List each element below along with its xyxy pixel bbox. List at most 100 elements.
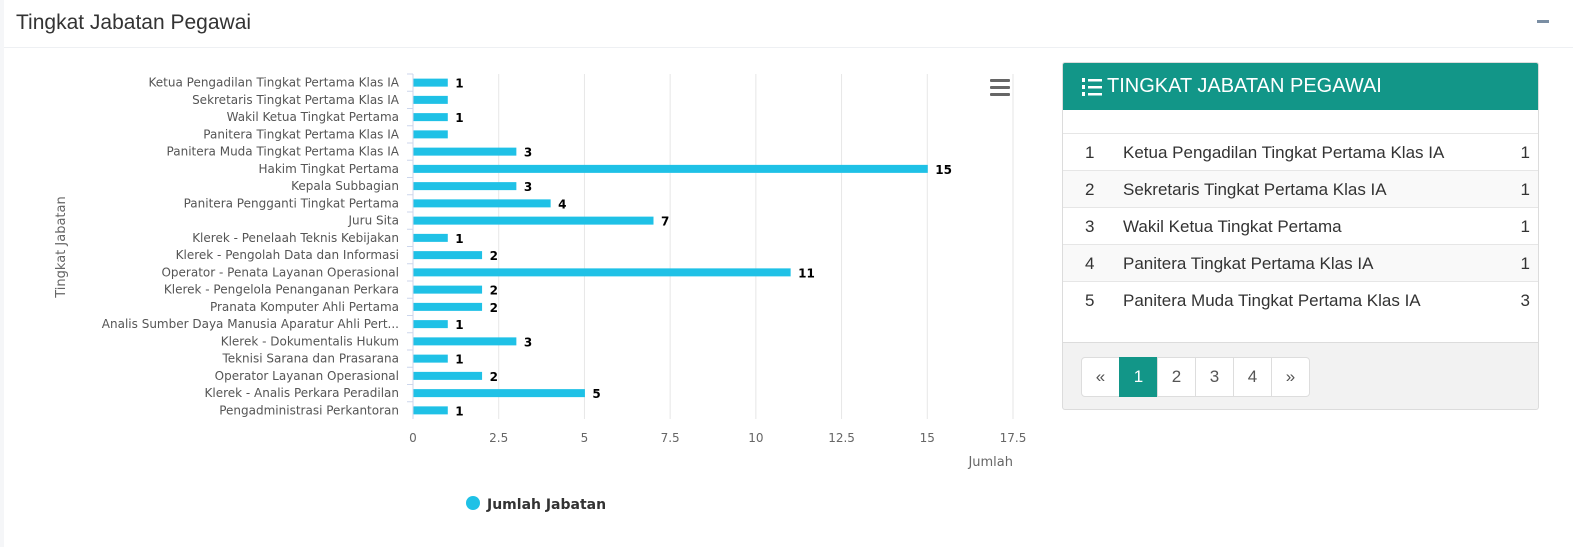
category-label: Panitera Pengganti Tingkat Pertama <box>184 196 399 210</box>
data-label: 7 <box>661 215 669 229</box>
grid-lines <box>407 73 1014 419</box>
category-label: Operator Layanan Operasional <box>215 369 399 383</box>
row-label: Panitera Tingkat Pertama Klas IA <box>1123 254 1374 273</box>
row-value: 1 <box>1520 254 1530 273</box>
category-label: Juru Sita <box>347 214 399 228</box>
data-label: 1 <box>455 232 463 246</box>
bar <box>413 233 448 242</box>
category-label: Klerek - Pengelola Penanganan Perkara <box>164 283 399 297</box>
bar <box>413 337 517 346</box>
bar <box>413 354 448 363</box>
row-label: Ketua Pengadilan Tingkat Pertama Klas IA <box>1123 143 1445 162</box>
row-label: Wakil Ketua Tingkat Pertama <box>1123 217 1342 236</box>
bar <box>413 130 448 139</box>
data-label: 11 <box>798 266 815 280</box>
category-label: Hakim Tingkat Pertama <box>258 162 399 176</box>
category-label: Panitera Tingkat Pertama Klas IA <box>203 127 400 141</box>
category-label: Ketua Pengadilan Tingkat Pertama Klas IA <box>149 76 400 90</box>
bars <box>413 78 928 415</box>
side-box-header: TINGKAT JABATAN PEGAWAI <box>1063 63 1538 110</box>
x-tick-labels: 0 2.5 5 7.5 10 12.5 15 17.5 <box>409 431 1026 445</box>
data-label: 15 <box>935 163 952 177</box>
bar <box>413 320 448 329</box>
x-tick-label: 2.5 <box>489 431 508 445</box>
data-label: 1 <box>455 111 463 125</box>
pagination-next-button[interactable]: » <box>1271 357 1310 397</box>
row-number: 1 <box>1085 143 1095 162</box>
bar <box>413 216 654 225</box>
row-number: 2 <box>1085 180 1095 199</box>
data-label: 2 <box>490 301 498 315</box>
pagination-page-3[interactable]: 3 <box>1195 357 1234 397</box>
bar <box>413 147 517 156</box>
legend-marker <box>466 496 480 510</box>
x-tick-label: 17.5 <box>1000 431 1027 445</box>
x-tick-label: 7.5 <box>661 431 680 445</box>
x-tick-label: 0 <box>409 431 417 445</box>
row-number: 3 <box>1085 217 1095 236</box>
collapse-icon[interactable] <box>1537 20 1549 23</box>
table-row: 5 Panitera Muda Tingkat Pertama Klas IA … <box>1063 281 1538 318</box>
bar <box>413 95 448 104</box>
category-label: Pengadministrasi Perkantoran <box>219 403 399 417</box>
category-label: Klerek - Penelaah Teknis Kebijakan <box>192 231 399 245</box>
data-label: 4 <box>558 197 566 211</box>
category-label: Pranata Komputer Ahli Pertama <box>210 300 399 314</box>
pagination-page-1[interactable]: 1 <box>1119 357 1158 397</box>
position-summary-box: TINGKAT JABATAN PEGAWAI 1 Ketua Pengadil… <box>1062 62 1539 410</box>
category-label: Klerek - Dokumentalis Hukum <box>221 334 399 348</box>
data-label: 3 <box>524 335 532 349</box>
side-box-title: TINGKAT JABATAN PEGAWAI <box>1107 75 1382 97</box>
bar <box>413 251 483 260</box>
bar <box>413 389 585 398</box>
data-label: 3 <box>524 146 532 160</box>
data-label: 1 <box>455 353 463 367</box>
list-ordered-icon <box>1082 78 1102 96</box>
category-label: Operator - Penata Layanan Operasional <box>161 265 399 279</box>
row-label: Panitera Muda Tingkat Pertama Klas IA <box>1123 291 1421 310</box>
bar-chart: Ketua Pengadilan Tingkat Pertama Klas IA… <box>54 73 1026 513</box>
hamburger-menu-icon[interactable] <box>990 79 1010 96</box>
data-label: 2 <box>490 370 498 384</box>
bar <box>413 371 483 380</box>
category-label: Analis Sumber Daya Manusia Aparatur Ahli… <box>102 317 399 331</box>
pagination-page-4[interactable]: 4 <box>1233 357 1272 397</box>
summary-table: 1 Ketua Pengadilan Tingkat Pertama Klas … <box>1063 110 1538 343</box>
row-value: 1 <box>1520 143 1530 162</box>
bar <box>413 199 551 208</box>
bar <box>413 182 517 191</box>
category-labels: Ketua Pengadilan Tingkat Pertama Klas IA… <box>102 76 400 418</box>
category-label: Panitera Muda Tingkat Pertama Klas IA <box>167 145 400 159</box>
legend-label[interactable]: Jumlah Jabatan <box>486 497 606 513</box>
category-label: Sekretaris Tingkat Pertama Klas IA <box>192 93 400 107</box>
x-tick-label: 15 <box>920 431 935 445</box>
pagination-prev-button[interactable]: « <box>1081 357 1120 397</box>
legend[interactable]: Jumlah Jabatan <box>466 496 606 513</box>
x-tick-label: 10 <box>748 431 763 445</box>
bar <box>413 285 483 294</box>
category-label: Wakil Ketua Tingkat Pertama <box>227 110 399 124</box>
data-label: 1 <box>455 318 463 332</box>
row-number: 4 <box>1085 254 1095 273</box>
bar <box>413 113 448 122</box>
x-tick-label: 12.5 <box>828 431 855 445</box>
row-number: 5 <box>1085 291 1095 310</box>
category-label: Teknisi Sarana dan Prasarana <box>221 352 399 366</box>
panel-title: Tingkat Jabatan Pegawai <box>16 11 252 34</box>
data-label: 3 <box>524 180 532 194</box>
row-value: 3 <box>1520 291 1530 310</box>
data-label: 1 <box>455 77 463 91</box>
panel-header: Tingkat Jabatan Pegawai <box>4 0 1573 48</box>
row-value: 1 <box>1520 180 1530 199</box>
data-label: 1 <box>455 404 463 418</box>
x-axis-title: Jumlah <box>967 455 1013 470</box>
row-label: Sekretaris Tingkat Pertama Klas IA <box>1123 180 1387 199</box>
panel: Tingkat Jabatan Pegawai Ketua Pengadilan… <box>4 0 1573 547</box>
table-row: 1 Ketua Pengadilan Tingkat Pertama Klas … <box>1063 133 1538 170</box>
pagination-page-2[interactable]: 2 <box>1157 357 1196 397</box>
pagination: « 1 2 3 4 » <box>1081 357 1310 397</box>
bar <box>413 406 448 415</box>
category-label: Klerek - Analis Perkara Peradilan <box>205 386 400 400</box>
table-row: 4 Panitera Tingkat Pertama Klas IA 1 <box>1063 244 1538 281</box>
